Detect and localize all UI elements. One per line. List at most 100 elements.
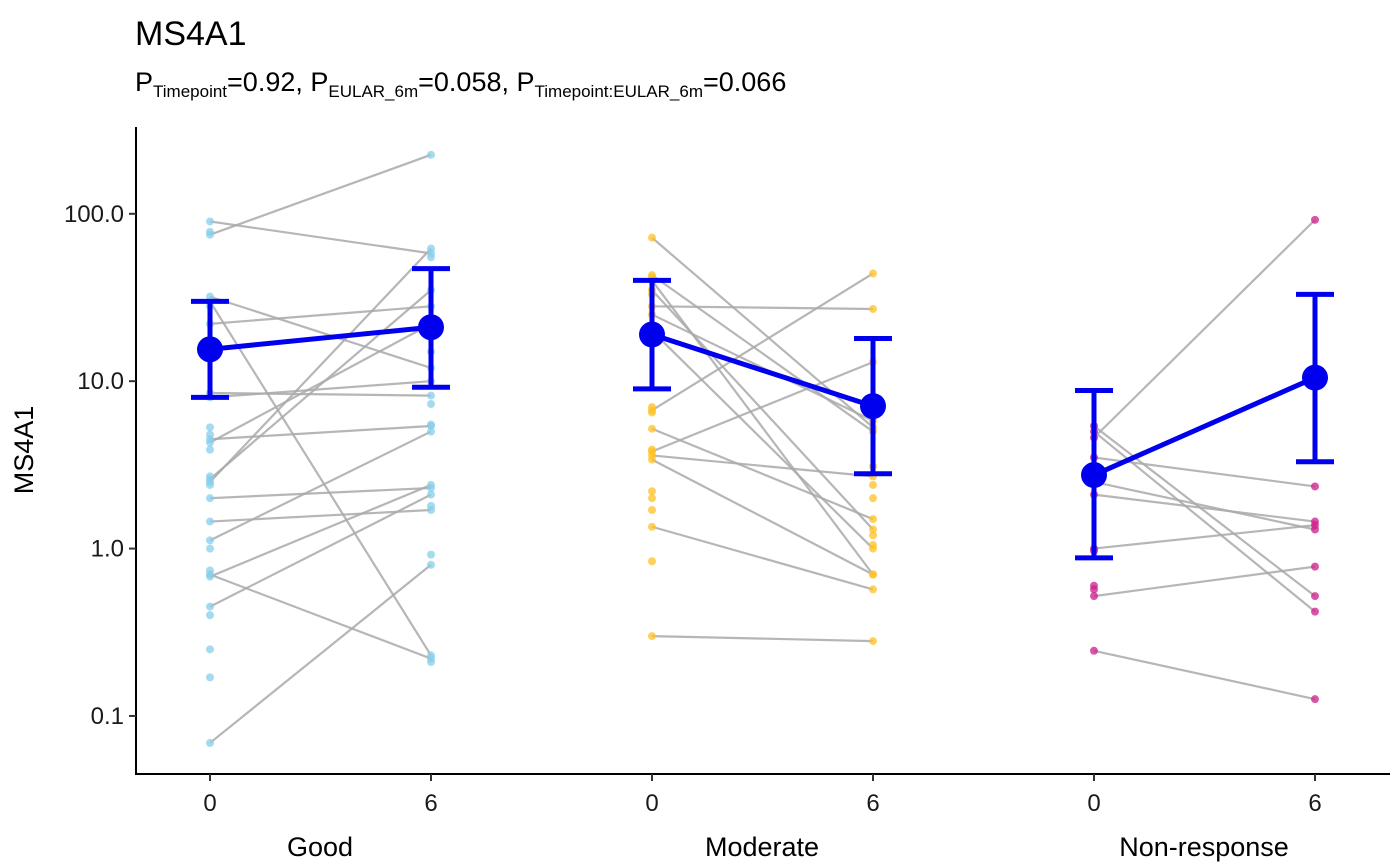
pair-line: [651, 272, 874, 412]
pair-line: [209, 380, 432, 399]
x-tick-label: 0: [645, 790, 658, 817]
pair-line: [209, 295, 432, 369]
data-point: [206, 517, 214, 526]
data-point: [869, 269, 877, 278]
data-point: [869, 531, 877, 540]
data-point: [648, 632, 656, 641]
data-point: [869, 494, 877, 503]
data-point: [427, 501, 435, 510]
data-point: [206, 430, 214, 439]
pair-line: [209, 289, 432, 480]
pair-line: [209, 573, 432, 660]
data-point: [648, 424, 656, 433]
data-point: [1311, 562, 1319, 571]
data-point: [427, 480, 435, 489]
data-point: [648, 557, 656, 566]
data-point: [1311, 482, 1319, 491]
pair-line: [651, 525, 874, 591]
pair-line: [209, 247, 432, 483]
pair-line: [209, 391, 432, 397]
mean-line: [209, 324, 432, 352]
data-point: [869, 515, 877, 524]
pair-line: [651, 427, 874, 521]
data-point: [206, 738, 214, 747]
data-point: [206, 480, 214, 489]
data-point: [1311, 695, 1319, 704]
data-point: [206, 645, 214, 654]
mean-point: [1081, 462, 1107, 489]
pair-line: [209, 493, 432, 608]
mean-line: [651, 332, 874, 409]
data-point: [206, 602, 214, 611]
subtitle-p-value: =0.066: [703, 67, 787, 97]
data-point: [427, 658, 435, 667]
pair-line: [651, 289, 874, 531]
data-point: [206, 536, 214, 545]
data-point: [869, 585, 877, 594]
data-point: [206, 445, 214, 454]
y-tick-label: 100.0: [64, 201, 124, 228]
x-tick-label: 6: [866, 790, 879, 817]
pair-line: [209, 483, 432, 578]
pair-line: [209, 220, 432, 255]
data-point: [427, 490, 435, 499]
pair-line: [1093, 425, 1316, 597]
data-point: [648, 522, 656, 531]
pair-line: [209, 305, 432, 325]
pair-line: [651, 458, 874, 576]
pair-line: [1093, 456, 1316, 488]
subtitle-p-letter: P: [516, 67, 535, 97]
data-point: [1311, 215, 1319, 224]
chart-title: MS4A1: [135, 15, 247, 53]
pair-line: [651, 330, 874, 550]
mean-point: [1302, 364, 1328, 391]
mean-point: [639, 321, 665, 348]
group-label: Moderate: [705, 832, 819, 862]
data-point: [427, 150, 435, 159]
data-point: [869, 304, 877, 313]
subtitle-p-subscript: Timepoint:EULAR_6m: [534, 82, 704, 101]
data-point: [206, 611, 214, 620]
data-point: [869, 541, 877, 550]
y-tick-label: 1.0: [91, 536, 124, 563]
x-tick-label: 6: [424, 790, 437, 817]
pair-line: [1093, 493, 1316, 523]
data-point: [648, 505, 656, 514]
pair-line: [209, 424, 432, 441]
data-point: [206, 472, 214, 481]
y-axis-title: MS4A1: [9, 406, 39, 495]
data-point: [206, 494, 214, 503]
pair-line: [1093, 649, 1316, 701]
pair-line: [209, 508, 432, 523]
data-point: [869, 525, 877, 534]
data-point: [427, 560, 435, 569]
data-point: [427, 391, 435, 400]
data-point: [1311, 607, 1319, 616]
pair-line: [209, 300, 432, 656]
pair-line: [1093, 524, 1316, 550]
data-point: [206, 673, 214, 682]
data-point: [869, 570, 877, 579]
mean-point: [860, 393, 886, 420]
data-point: [648, 455, 656, 464]
pair-line: [209, 486, 432, 500]
mean-line: [1092, 375, 1317, 478]
x-tick-label: 0: [1087, 790, 1100, 817]
subtitle-p-letter: P: [310, 67, 329, 97]
data-point: [206, 227, 214, 236]
pair-line: [209, 563, 432, 744]
pair-line: [651, 305, 874, 311]
data-point: [427, 400, 435, 409]
data-point: [206, 544, 214, 553]
subtitle-p-subscript: EULAR_6m: [328, 82, 419, 101]
data-point: [1311, 592, 1319, 601]
data-point: [1090, 592, 1098, 601]
mean-point: [418, 314, 444, 341]
data-point: [427, 550, 435, 559]
data-point: [648, 494, 656, 503]
data-point: [206, 423, 214, 432]
x-tick-label: 6: [1308, 790, 1321, 817]
data-point: [206, 438, 214, 447]
pair-line: [1093, 565, 1316, 598]
